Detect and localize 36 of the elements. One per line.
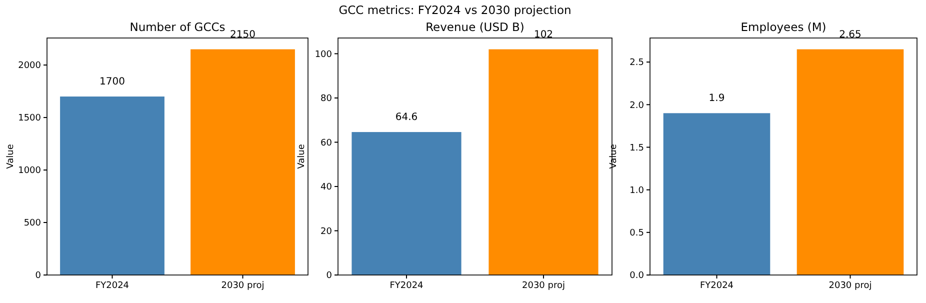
x-tick-label: FY2024	[700, 281, 734, 291]
data-label: 1.9	[708, 93, 725, 104]
chart-title: Revenue (USD B)	[426, 20, 524, 34]
y-tick-label: 0	[35, 271, 42, 282]
y-tick-label: 2000	[18, 61, 42, 72]
x-tick-label: 2030 proj	[221, 281, 264, 291]
data-label: 1700	[100, 76, 125, 88]
text: GCC metrics: FY2024 vs 2030 projection	[338, 3, 572, 17]
x-tick-label: FY2024	[390, 281, 424, 291]
y-tick-label: 40	[320, 182, 332, 193]
y-tick-label: 0	[326, 271, 332, 282]
x-tick-label: 2030 proj	[522, 281, 565, 291]
data-label: 64.6	[395, 112, 418, 124]
chart-title: Employees (M)	[740, 20, 826, 34]
x-tick-label: 2030 proj	[828, 281, 872, 291]
y-axis-title: Value	[6, 144, 16, 169]
y-tick-label: 20	[320, 226, 332, 237]
y-axis-title: Value	[297, 144, 307, 169]
x-tick-label: FY2024	[95, 281, 130, 291]
y-tick-label: 1.5	[630, 143, 644, 154]
data-label: 2.65	[839, 29, 862, 40]
y-tick-label: 1.0	[630, 186, 644, 196]
y-tick-label: 60	[320, 138, 332, 148]
y-tick-label: 500	[24, 218, 42, 229]
y-tick-label: 0.0	[630, 271, 644, 282]
y-tick-label: 80	[320, 94, 332, 104]
y-tick-label: 100	[314, 50, 332, 60]
y-tick-label: 1000	[18, 166, 42, 176]
data-label: 102	[534, 29, 554, 40]
y-axis-title: Value	[609, 144, 619, 169]
chart-title: Number of GCCs	[130, 20, 226, 34]
data-label: 2150	[230, 29, 256, 40]
y-tick-label: 2.0	[630, 100, 644, 111]
y-tick-label: 2.5	[630, 58, 644, 68]
y-tick-label: 1500	[18, 114, 42, 124]
y-tick-label: 0.5	[630, 228, 644, 239]
